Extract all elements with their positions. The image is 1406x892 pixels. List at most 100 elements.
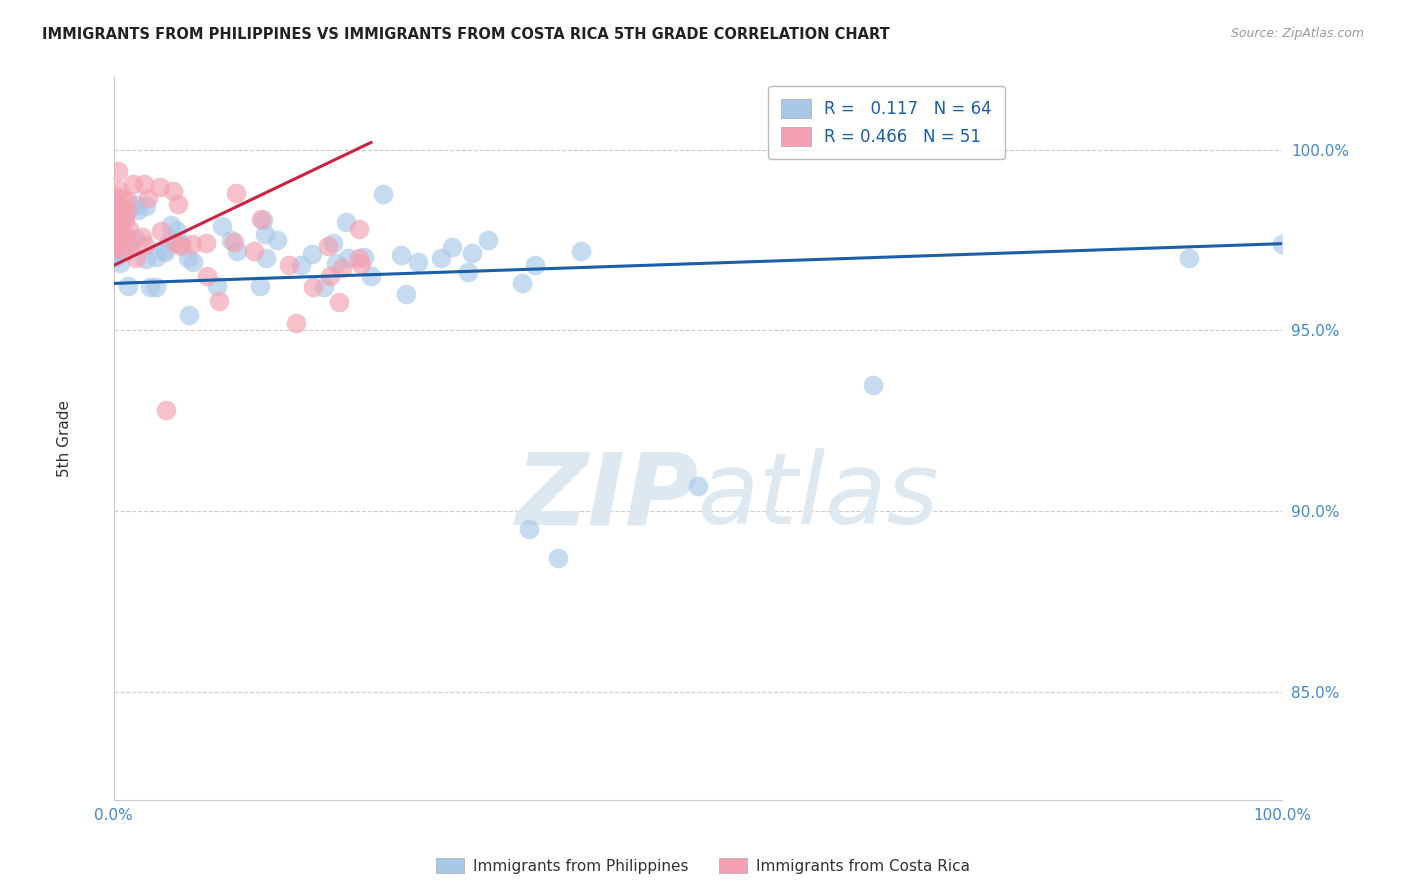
Point <box>477 233 499 247</box>
Point <box>108 218 131 232</box>
Text: Source: ZipAtlas.com: Source: ZipAtlas.com <box>1230 27 1364 40</box>
Point <box>118 221 141 235</box>
Point <box>360 269 382 284</box>
Point <box>523 258 546 272</box>
Point <box>159 234 181 248</box>
Point <box>111 203 134 218</box>
Point <box>569 244 592 258</box>
Point <box>108 183 131 197</box>
Point <box>111 226 134 240</box>
Point <box>117 203 139 218</box>
Y-axis label: 5th Grade: 5th Grade <box>58 401 72 477</box>
Point <box>105 197 128 211</box>
Point <box>373 187 395 202</box>
Point <box>322 236 344 251</box>
Point <box>107 164 129 178</box>
Point <box>110 243 132 257</box>
Point <box>117 279 139 293</box>
Point <box>336 251 359 265</box>
Point <box>249 279 271 293</box>
Point <box>132 177 155 191</box>
Point <box>349 222 371 236</box>
Point <box>430 251 453 265</box>
Point <box>181 255 204 269</box>
Point <box>162 184 184 198</box>
Point <box>104 231 127 245</box>
Point <box>111 191 134 205</box>
Point <box>285 316 308 330</box>
Point <box>389 248 412 262</box>
Point <box>114 209 136 223</box>
Point <box>115 203 138 218</box>
Point <box>862 377 884 392</box>
Point <box>114 213 136 227</box>
Point <box>153 243 176 257</box>
Point <box>104 213 127 227</box>
Point <box>353 250 375 264</box>
Point <box>208 294 231 309</box>
Point <box>122 177 145 191</box>
Point <box>105 244 128 259</box>
Point <box>301 247 323 261</box>
Point <box>115 193 138 207</box>
Point <box>225 186 247 200</box>
Point <box>149 224 172 238</box>
Point <box>195 269 218 284</box>
Point <box>125 252 148 266</box>
Point <box>441 240 464 254</box>
Point <box>211 219 233 233</box>
Point <box>166 196 188 211</box>
Point <box>118 238 141 252</box>
Legend: Immigrants from Philippines, Immigrants from Costa Rica: Immigrants from Philippines, Immigrants … <box>430 852 976 880</box>
Point <box>155 403 177 417</box>
Point <box>117 231 139 245</box>
Point <box>243 244 266 258</box>
Point <box>136 190 159 204</box>
Point <box>319 269 342 284</box>
Point <box>222 235 245 249</box>
Point <box>124 231 146 245</box>
Point <box>250 212 273 227</box>
Point <box>512 276 534 290</box>
Point <box>278 258 301 272</box>
Point <box>110 232 132 246</box>
Point <box>461 246 484 260</box>
Point <box>135 199 157 213</box>
Point <box>219 233 242 247</box>
Point <box>349 251 371 265</box>
Point <box>316 238 339 252</box>
Point <box>179 308 201 322</box>
Point <box>252 212 274 227</box>
Point <box>145 251 167 265</box>
Point <box>169 236 191 251</box>
Point <box>104 188 127 202</box>
Point <box>149 180 172 194</box>
Point <box>350 257 373 271</box>
Legend: R =   0.117   N = 64, R = 0.466   N = 51: R = 0.117 N = 64, R = 0.466 N = 51 <box>768 86 1005 160</box>
Point <box>266 233 288 247</box>
Point <box>131 230 153 244</box>
Text: IMMIGRANTS FROM PHILIPPINES VS IMMIGRANTS FROM COSTA RICA 5TH GRADE CORRELATION : IMMIGRANTS FROM PHILIPPINES VS IMMIGRANT… <box>42 27 890 42</box>
Point <box>155 244 177 259</box>
Text: ZIP: ZIP <box>515 448 699 545</box>
Point <box>254 227 277 241</box>
Point <box>205 278 228 293</box>
Point <box>547 551 569 566</box>
Point <box>110 224 132 238</box>
Point <box>1271 236 1294 251</box>
Point <box>395 287 418 301</box>
Point <box>117 238 139 252</box>
Point <box>104 208 127 222</box>
Point <box>325 256 347 270</box>
Point <box>166 224 188 238</box>
Point <box>163 235 186 250</box>
Point <box>125 198 148 212</box>
Point <box>406 254 429 268</box>
Point <box>104 201 127 215</box>
Point <box>328 294 350 309</box>
Point <box>335 215 357 229</box>
Point <box>290 258 312 272</box>
Point <box>134 237 156 252</box>
Point <box>105 241 128 255</box>
Point <box>112 228 135 243</box>
